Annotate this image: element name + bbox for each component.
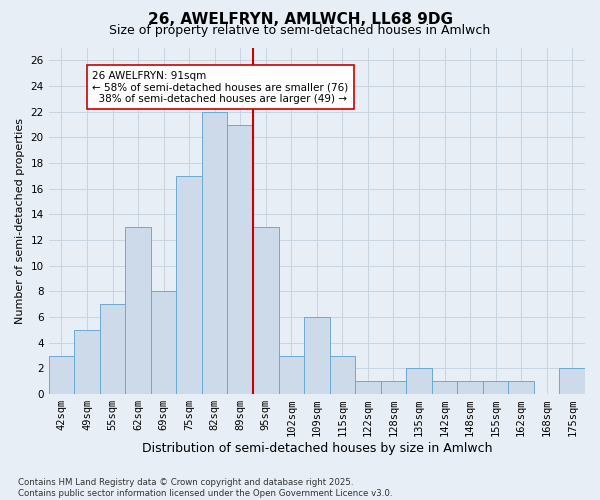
Bar — [100, 304, 125, 394]
Bar — [49, 356, 74, 394]
Bar — [151, 292, 176, 394]
Bar — [457, 381, 483, 394]
Bar — [253, 227, 278, 394]
Bar — [355, 381, 380, 394]
Bar — [559, 368, 585, 394]
Bar — [176, 176, 202, 394]
Text: Size of property relative to semi-detached houses in Amlwch: Size of property relative to semi-detach… — [109, 24, 491, 37]
Bar — [380, 381, 406, 394]
Text: 26 AWELFRYN: 91sqm
← 58% of semi-detached houses are smaller (76)
  38% of semi-: 26 AWELFRYN: 91sqm ← 58% of semi-detache… — [92, 70, 349, 104]
Bar — [304, 317, 329, 394]
Text: Contains HM Land Registry data © Crown copyright and database right 2025.
Contai: Contains HM Land Registry data © Crown c… — [18, 478, 392, 498]
Bar — [125, 227, 151, 394]
Bar — [278, 356, 304, 394]
X-axis label: Distribution of semi-detached houses by size in Amlwch: Distribution of semi-detached houses by … — [142, 442, 492, 455]
Bar — [329, 356, 355, 394]
Bar — [227, 124, 253, 394]
Bar — [406, 368, 432, 394]
Text: 26, AWELFRYN, AMLWCH, LL68 9DG: 26, AWELFRYN, AMLWCH, LL68 9DG — [148, 12, 452, 26]
Bar — [432, 381, 457, 394]
Bar — [483, 381, 508, 394]
Bar — [74, 330, 100, 394]
Y-axis label: Number of semi-detached properties: Number of semi-detached properties — [15, 118, 25, 324]
Bar — [202, 112, 227, 394]
Bar — [508, 381, 534, 394]
